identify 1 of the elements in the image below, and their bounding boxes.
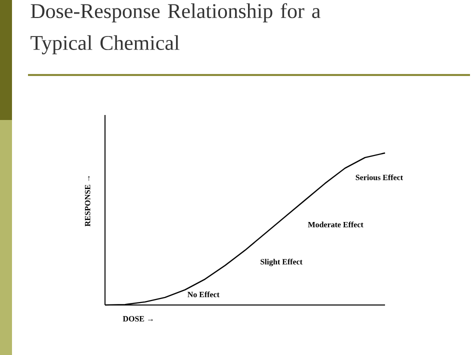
- chart-title: Dose-Response Relationship for a Typical Chemical: [30, 3, 320, 54]
